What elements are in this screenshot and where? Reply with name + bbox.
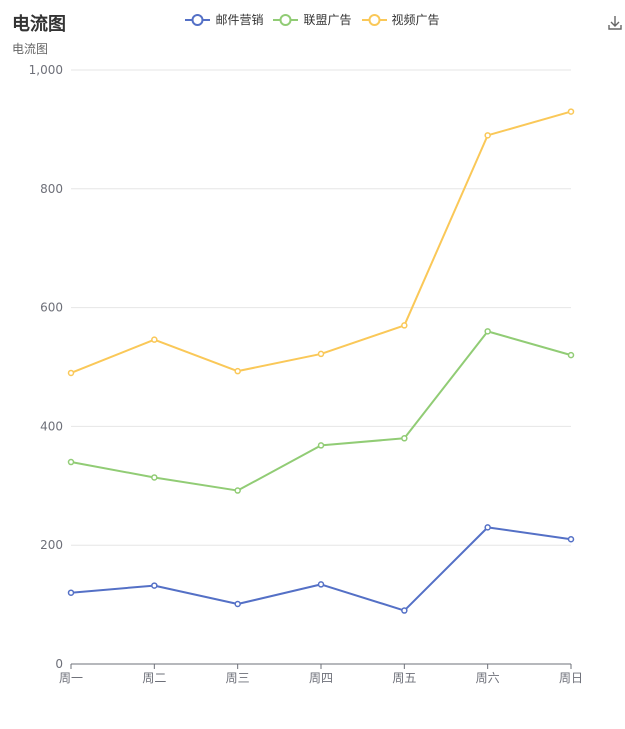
data-point: [317, 350, 325, 358]
legend-line-icon: [273, 13, 299, 26]
y-tick-label: 800: [40, 182, 63, 196]
legend-label: 视频广告: [391, 13, 440, 27]
x-tick-label: 周四: [309, 671, 333, 685]
legend-line-icon: [361, 13, 387, 26]
data-point: [401, 435, 408, 442]
data-point: [317, 581, 325, 588]
data-point: [234, 367, 241, 375]
chart-legend: 邮件营销 联盟广告 视频广告: [0, 11, 625, 28]
data-point: [401, 322, 408, 329]
y-tick-label: 400: [40, 419, 63, 433]
y-tick-label: 200: [40, 538, 63, 552]
data-point: [234, 600, 241, 608]
data-point: [567, 351, 575, 359]
chart-title: 电流图: [12, 14, 66, 35]
data-point: [567, 536, 575, 543]
data-point: [484, 132, 491, 139]
data-point: [151, 582, 158, 589]
legend-item-2[interactable]: 视频广告: [361, 11, 440, 28]
y-tick-label: 1,000: [29, 63, 63, 77]
x-tick-label: 周六: [476, 671, 500, 685]
data-point: [317, 442, 325, 449]
legend-item-0[interactable]: 邮件营销: [185, 11, 263, 28]
data-point: [484, 328, 491, 335]
legend-label: 邮件营销: [215, 13, 264, 27]
x-tick-label: 周一: [59, 671, 83, 685]
y-tick-label: 0: [55, 657, 63, 671]
legend-line-icon: [185, 13, 211, 26]
y-tick-label: 600: [40, 301, 63, 315]
data-point: [67, 589, 75, 596]
legend-item-1[interactable]: 联盟广告: [273, 11, 352, 28]
data-point: [67, 369, 75, 377]
data-point: [401, 607, 408, 614]
data-point: [234, 487, 241, 494]
x-tick-label: 周五: [392, 671, 416, 685]
download-icon[interactable]: [606, 14, 624, 32]
legend-label: 联盟广告: [303, 13, 352, 27]
x-tick-label: 周三: [226, 671, 250, 685]
data-point: [567, 108, 575, 115]
chart-subtitle: 电流图: [12, 42, 49, 56]
x-tick-label: 周二: [142, 671, 166, 685]
data-point: [67, 458, 75, 466]
series-line-0: [70, 526, 572, 612]
data-point: [151, 474, 158, 481]
data-point: [151, 336, 158, 343]
x-tick-label: 周日: [559, 671, 583, 685]
data-point: [484, 524, 491, 531]
